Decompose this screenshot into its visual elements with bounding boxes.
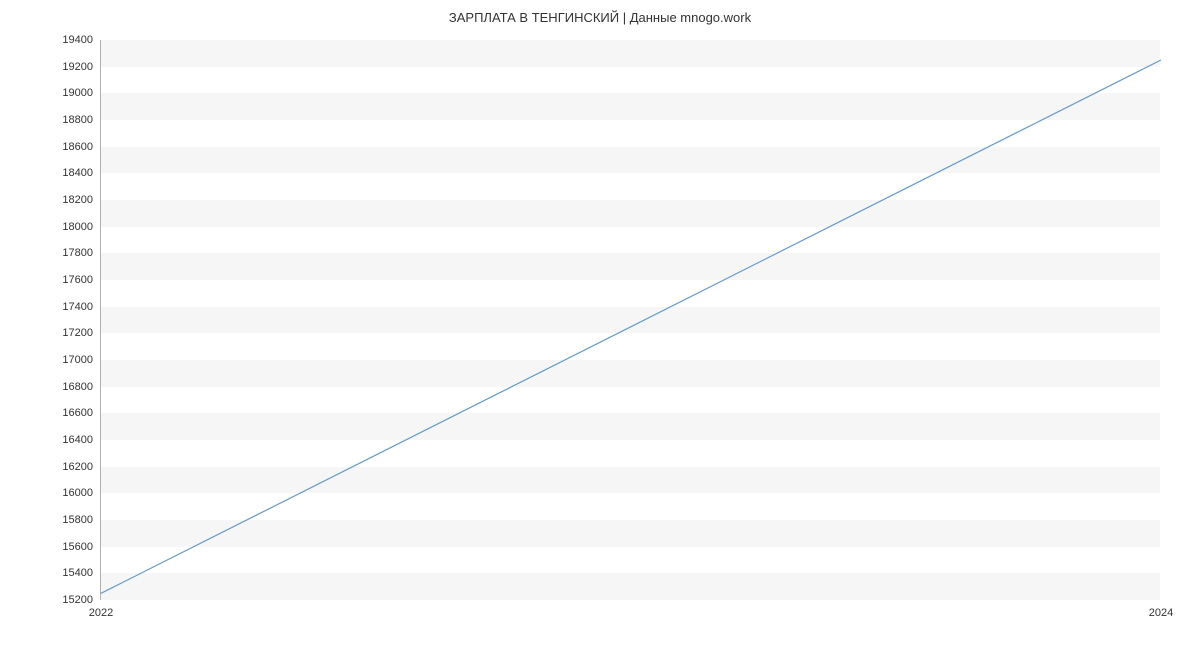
y-tick-label: 16000: [62, 487, 93, 499]
y-tick-label: 15600: [62, 541, 93, 553]
y-tick-label: 18800: [62, 114, 93, 126]
y-tick-label: 16600: [62, 407, 93, 419]
y-tick-label: 18000: [62, 221, 93, 233]
y-tick-label: 15800: [62, 514, 93, 526]
y-tick-label: 18400: [62, 167, 93, 179]
y-tick-label: 16800: [62, 381, 93, 393]
y-tick-label: 18200: [62, 194, 93, 206]
y-tick-label: 17800: [62, 247, 93, 259]
y-tick-label: 17000: [62, 354, 93, 366]
x-tick-label: 2022: [89, 607, 113, 619]
y-tick-label: 17400: [62, 301, 93, 313]
salary-chart: ЗАРПЛАТА В ТЕНГИНСКИЙ | Данные mnogo.wor…: [0, 0, 1200, 650]
y-tick-label: 16400: [62, 434, 93, 446]
y-tick-label: 17600: [62, 274, 93, 286]
y-tick-label: 19400: [62, 34, 93, 46]
y-tick-label: 15200: [62, 594, 93, 606]
x-tick-label: 2024: [1149, 607, 1173, 619]
y-tick-label: 15400: [62, 567, 93, 579]
y-tick-label: 18600: [62, 141, 93, 153]
y-tick-label: 19200: [62, 61, 93, 73]
chart-title: ЗАРПЛАТА В ТЕНГИНСКИЙ | Данные mnogo.wor…: [0, 10, 1200, 25]
y-tick-label: 17200: [62, 327, 93, 339]
plot-area: 1520015400156001580016000162001640016600…: [100, 40, 1160, 600]
y-tick-label: 16200: [62, 461, 93, 473]
data-line: [101, 40, 1161, 600]
y-tick-label: 19000: [62, 87, 93, 99]
